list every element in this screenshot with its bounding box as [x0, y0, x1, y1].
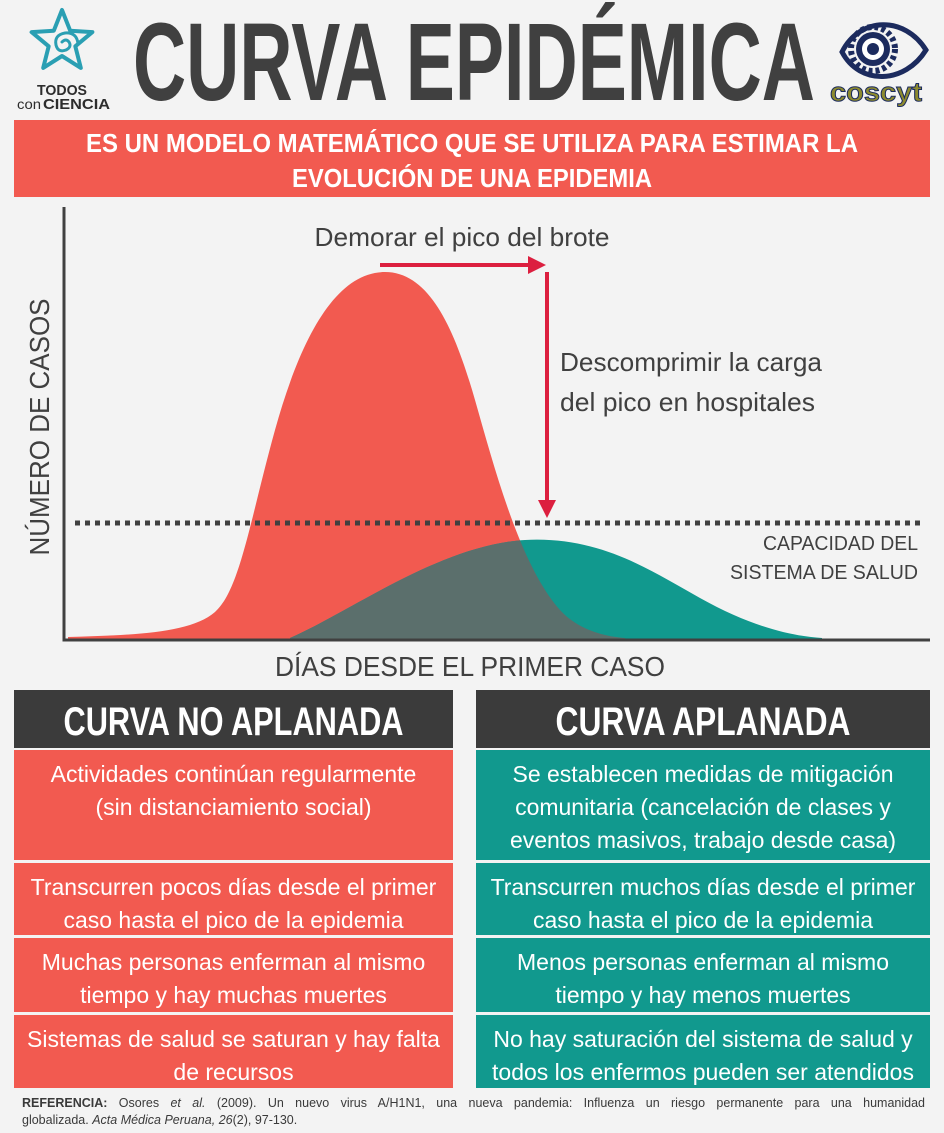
cell-flattened-3: Menos personas enferman al mismo tiempo … — [476, 938, 930, 1012]
top-section: TODOS con CIENCIA CURVA EPIDÉMICA coscyt… — [14, 1, 930, 682]
header-not-flattened-title: CURVA NO APLANADA — [64, 700, 404, 744]
cell-line: Menos personas enferman al mismo — [517, 949, 889, 975]
curve-overlap — [290, 539, 625, 640]
eye-gear-icon — [839, 22, 929, 79]
capacity-label-line-2: SISTEMA DE SALUD — [730, 562, 918, 584]
header-not-flattened: CURVA NO APLANADA — [14, 690, 453, 748]
reference-line-2: globalizada. Acta Médica Peruana, 26(2),… — [22, 1112, 925, 1129]
logo-left-line2a: con — [17, 96, 41, 112]
reference-volume: 26 — [218, 1113, 233, 1127]
header-flattened: CURVA APLANADA — [476, 690, 930, 748]
coscyt-logo: coscyt — [830, 22, 929, 108]
decompress-label-line-1: Descomprimir la carga — [560, 347, 823, 377]
delay-peak-label: Demorar el pico del brote — [315, 222, 610, 252]
cell-flattened-4: No hay saturación del sistema de salud y… — [476, 1015, 930, 1088]
reference-citation-end: globalizada. — [22, 1113, 89, 1127]
cell-not-flattened-2: Transcurren pocos días desde el primer c… — [14, 863, 453, 935]
cell-line: caso hasta el pico de la epidemia — [63, 907, 404, 933]
reference-label: REFERENCIA: — [22, 1096, 108, 1110]
cell-not-flattened-1: Actividades continúan regularmente (sin … — [14, 750, 453, 860]
reference-author: Osores — [118, 1096, 160, 1110]
cell-line: Se establecen medidas de mitigación — [512, 761, 894, 787]
x-axis-label: DÍAS DESDE EL PRIMER CASO — [275, 651, 665, 682]
cell-flattened-1: Se establecen medidas de mitigación comu… — [476, 750, 930, 860]
arrow-right-icon — [380, 256, 546, 274]
cell-line: eventos masivos, trabajo desde casa) — [509, 827, 897, 853]
banner-line-2: EVOLUCIÓN DE UNA EPIDEMIA — [292, 163, 652, 193]
definition-banner: ES UN MODELO MATEMÁTICO QUE SE UTILIZA P… — [14, 120, 930, 197]
todos-conciencia-logo: TODOS con CIENCIA — [17, 8, 110, 113]
cell-line: Actividades continúan regularmente — [50, 761, 417, 787]
cell-line: comunitaria (cancelación de clases y — [515, 794, 891, 820]
capacity-label-line-1: CAPACIDAD DEL — [763, 533, 918, 555]
reference-et-al: et al. — [170, 1096, 206, 1110]
page-title: CURVA EPIDÉMICA — [133, 1, 815, 124]
epidemic-curve-diagram: Demorar el pico del brote Descomprimir l… — [24, 207, 930, 682]
cell-line: de recursos — [173, 1059, 294, 1085]
cell-line: Sistemas de salud se saturan y hay falta — [27, 1026, 440, 1052]
starfish-spiral-icon — [29, 8, 95, 70]
decompress-label-line-2: del pico en hospitales — [560, 387, 815, 417]
reference-pages: (2), 97-130. — [232, 1113, 298, 1127]
cell-line: (sin distanciamiento social) — [95, 794, 372, 820]
cell-flattened-2: Transcurren muchos días desde el primer … — [476, 863, 930, 935]
header-flattened-title: CURVA APLANADA — [556, 700, 851, 744]
reference-journal: Acta Médica Peruana, — [92, 1113, 216, 1127]
reference-line-1: REFERENCIA: Osores et al. (2009). Un nue… — [22, 1095, 925, 1112]
cell-line: todos los enfermos pueden ser atendidos — [492, 1059, 914, 1085]
logo-left-line1: TODOS — [37, 82, 87, 99]
cell-line: tiempo y hay menos muertes — [555, 982, 851, 1008]
y-axis-label: NÚMERO DE CASOS — [24, 299, 55, 556]
banner-line-1: ES UN MODELO MATEMÁTICO QUE SE UTILIZA P… — [86, 128, 858, 158]
reference-citation: (2009). Un nuevo virus A/H1N1, una nueva… — [216, 1096, 925, 1110]
logo-left-line2b: CIENCIA — [43, 96, 110, 113]
reference: REFERENCIA: Osores et al. (2009). Un nue… — [22, 1095, 925, 1129]
cell-not-flattened-4: Sistemas de salud se saturan y hay falta… — [14, 1015, 453, 1088]
arrow-down-icon — [538, 272, 556, 518]
cell-line: No hay saturación del sistema de salud y — [493, 1026, 913, 1052]
cell-line: Transcurren muchos días desde el primer — [490, 874, 916, 900]
logo-right-text: coscyt — [830, 77, 922, 107]
cell-line: Muchas personas enferman al mismo — [41, 949, 426, 975]
cell-not-flattened-3: Muchas personas enferman al mismo tiempo… — [14, 938, 453, 1012]
cell-line: tiempo y hay muchas muertes — [80, 982, 387, 1008]
cell-line: Transcurren pocos días desde el primer — [30, 874, 437, 900]
cell-line: caso hasta el pico de la epidemia — [532, 907, 874, 933]
